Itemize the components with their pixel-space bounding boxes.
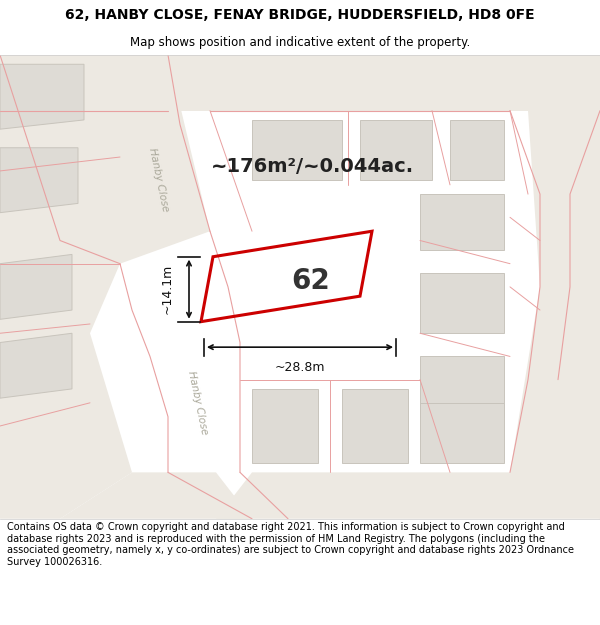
Polygon shape bbox=[0, 254, 72, 319]
Text: Hanby Close: Hanby Close bbox=[187, 370, 209, 436]
Polygon shape bbox=[0, 55, 600, 111]
Polygon shape bbox=[0, 55, 210, 519]
Text: 62: 62 bbox=[291, 267, 330, 295]
Text: Hanby Close: Hanby Close bbox=[148, 148, 170, 213]
Polygon shape bbox=[0, 472, 600, 519]
Text: ~176m²/~0.044ac.: ~176m²/~0.044ac. bbox=[211, 157, 413, 176]
Polygon shape bbox=[420, 402, 504, 463]
Text: Contains OS data © Crown copyright and database right 2021. This information is : Contains OS data © Crown copyright and d… bbox=[7, 522, 574, 567]
Polygon shape bbox=[60, 472, 252, 519]
Polygon shape bbox=[342, 389, 408, 463]
Polygon shape bbox=[450, 120, 504, 180]
Polygon shape bbox=[510, 55, 600, 519]
Polygon shape bbox=[420, 356, 504, 417]
Polygon shape bbox=[420, 194, 504, 250]
Polygon shape bbox=[0, 148, 78, 213]
Text: Map shows position and indicative extent of the property.: Map shows position and indicative extent… bbox=[130, 36, 470, 49]
Polygon shape bbox=[0, 333, 72, 398]
Text: ~14.1m: ~14.1m bbox=[161, 264, 174, 314]
Text: 62, HANBY CLOSE, FENAY BRIDGE, HUDDERSFIELD, HD8 0FE: 62, HANBY CLOSE, FENAY BRIDGE, HUDDERSFI… bbox=[65, 8, 535, 22]
Polygon shape bbox=[360, 120, 432, 180]
Polygon shape bbox=[420, 273, 504, 333]
Polygon shape bbox=[0, 64, 84, 129]
Polygon shape bbox=[252, 389, 318, 463]
Text: ~28.8m: ~28.8m bbox=[275, 361, 325, 374]
Polygon shape bbox=[252, 120, 342, 180]
